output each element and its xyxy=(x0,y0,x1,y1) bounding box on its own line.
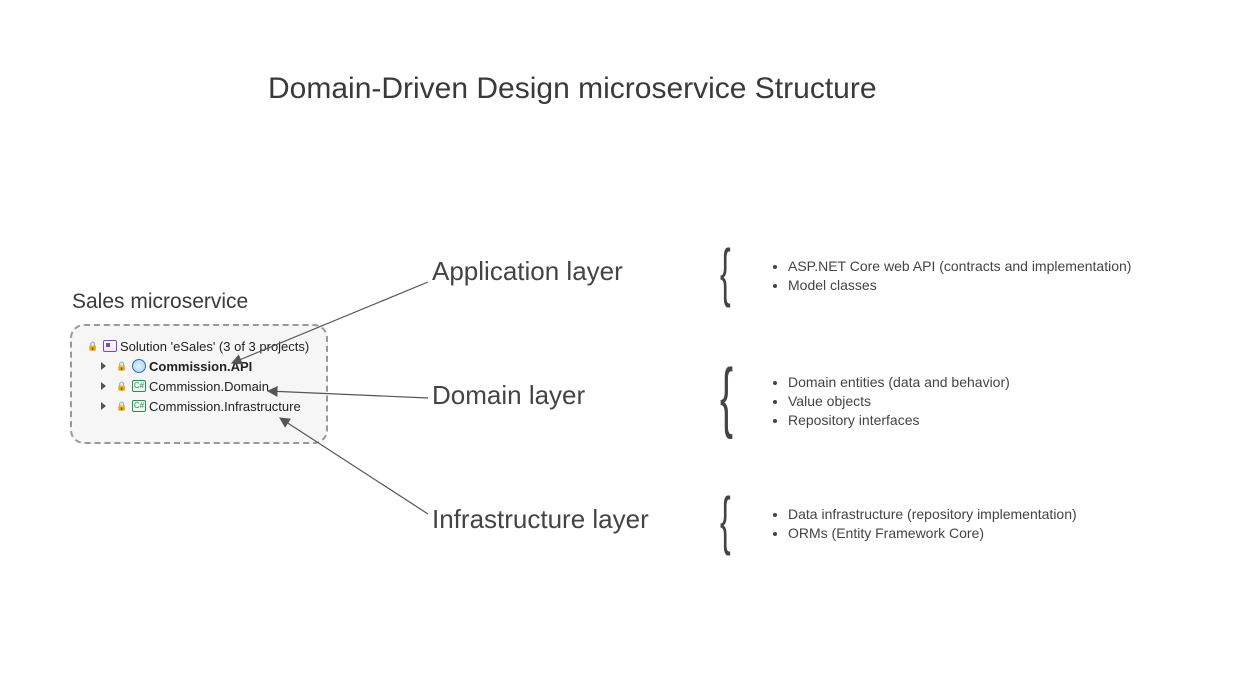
expand-triangle-icon xyxy=(98,379,112,393)
tree-row-label: Commission.Domain xyxy=(149,379,269,394)
bullet-item: Model classes xyxy=(788,276,1131,295)
lock-icon: 🔒 xyxy=(86,339,100,353)
solution-explorer-box: 🔒 Solution 'eSales' (3 of 3 projects) 🔒 Com… xyxy=(70,324,328,444)
lock-icon: 🔒 xyxy=(115,359,129,373)
csproj-icon: C# xyxy=(132,379,146,393)
layer-title-app: Application layer xyxy=(432,256,623,287)
tree-row: 🔒C#Commission.Infrastructure xyxy=(80,396,318,416)
diagram-root: Domain-Driven Design microservice Struct… xyxy=(0,0,1254,696)
microservice-label: Sales microservice xyxy=(72,290,248,314)
bullet-item: Data infrastructure (repository implemen… xyxy=(788,505,1077,524)
tree-row-label: Commission.API xyxy=(149,359,252,374)
expand-triangle-icon xyxy=(98,399,112,413)
bullet-item: ORMs (Entity Framework Core) xyxy=(788,524,1077,543)
tree-row: 🔒 Commission.API xyxy=(80,356,318,376)
tree-row: 🔒 Solution 'eSales' (3 of 3 projects) xyxy=(80,336,318,356)
layer-title-infra: Infrastructure layer xyxy=(432,504,649,535)
brace-icon: { xyxy=(720,247,731,298)
expand-triangle-icon xyxy=(98,359,112,373)
tree-row-label: Commission.Infrastructure xyxy=(149,399,301,414)
bullet-item: Domain entities (data and behavior) xyxy=(788,373,1010,392)
diagram-title: Domain-Driven Design microservice Struct… xyxy=(268,72,877,106)
tree-row: 🔒C#Commission.Domain xyxy=(80,376,318,396)
lock-icon: 🔒 xyxy=(115,399,129,413)
web-project-icon xyxy=(132,359,146,373)
brace-icon: { xyxy=(720,365,733,427)
csproj-icon: C# xyxy=(132,399,146,413)
layer-title-dom: Domain layer xyxy=(432,380,585,411)
layer-bullets-infra: Data infrastructure (repository implemen… xyxy=(766,505,1077,543)
lock-icon: 🔒 xyxy=(115,379,129,393)
solution-icon xyxy=(103,339,117,353)
bullet-item: Value objects xyxy=(788,392,1010,411)
brace-icon: { xyxy=(720,495,731,546)
bullet-item: Repository interfaces xyxy=(788,411,1010,430)
tree-row-label: Solution 'eSales' (3 of 3 projects) xyxy=(120,339,309,354)
layer-bullets-app: ASP.NET Core web API (contracts and impl… xyxy=(766,257,1131,295)
layer-bullets-dom: Domain entities (data and behavior)Value… xyxy=(766,373,1010,430)
bullet-item: ASP.NET Core web API (contracts and impl… xyxy=(788,257,1131,276)
